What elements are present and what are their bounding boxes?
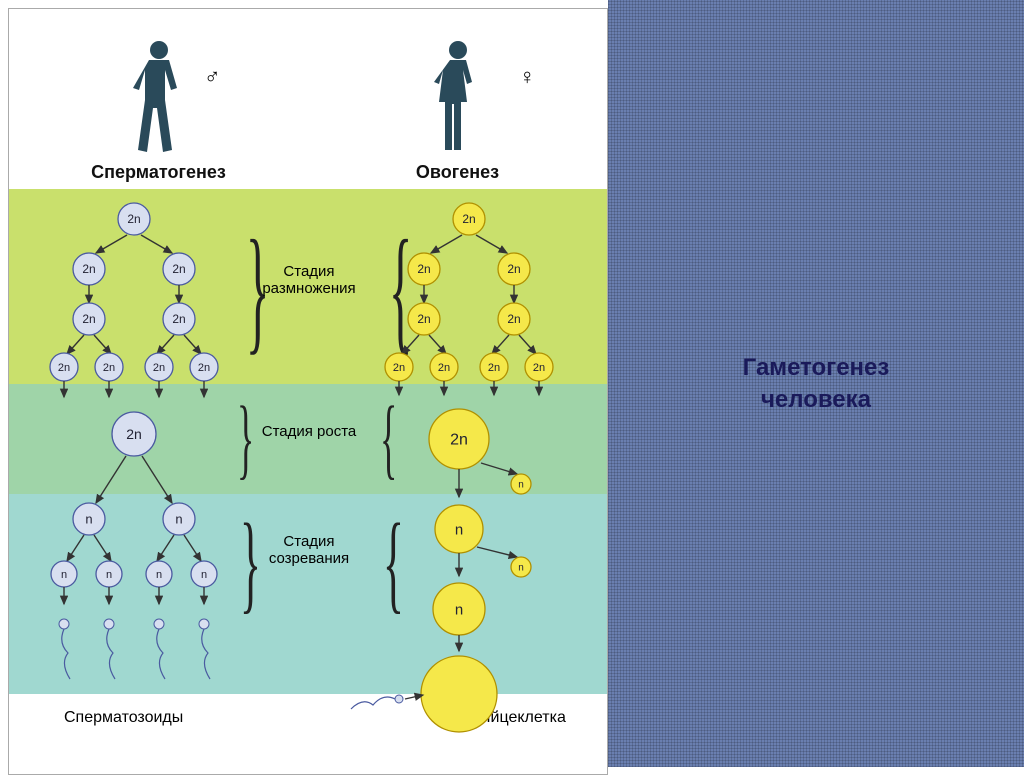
side-title-line2: человека xyxy=(761,386,871,413)
female-symbol: ♀ xyxy=(519,64,536,90)
male-column-title: Сперматогенез xyxy=(91,162,226,183)
male-column-header: ♂ Сперматогенез xyxy=(9,9,308,189)
gametogenesis-tree: 2n 2n 2n 2n 2n 2n 2n 2n 2n 2n n n n n n n 2n 2n 2n 2n 2n 2n 2n… xyxy=(9,189,609,749)
svg-text:2n: 2n xyxy=(488,362,500,374)
male-symbol: ♂ xyxy=(204,64,221,90)
svg-text:2n: 2n xyxy=(103,362,115,374)
svg-text:2n: 2n xyxy=(172,312,185,326)
female-figure-icon xyxy=(428,38,488,158)
svg-text:n: n xyxy=(106,569,112,581)
svg-text:2n: 2n xyxy=(198,362,210,374)
svg-text:n: n xyxy=(156,569,162,581)
svg-text:n: n xyxy=(455,521,463,538)
svg-text:n: n xyxy=(518,480,524,491)
svg-text:2n: 2n xyxy=(438,362,450,374)
svg-text:n: n xyxy=(455,601,463,618)
svg-text:n: n xyxy=(85,512,92,527)
svg-text:2n: 2n xyxy=(82,262,95,276)
header-row: ♂ Сперматогенез ♀ Овогенез xyxy=(9,9,607,189)
svg-text:2n: 2n xyxy=(126,426,142,442)
svg-text:n: n xyxy=(201,569,207,581)
svg-text:n: n xyxy=(518,563,524,574)
male-figure-icon xyxy=(129,38,189,158)
svg-text:2n: 2n xyxy=(127,212,140,226)
svg-text:2n: 2n xyxy=(450,432,468,449)
svg-text:2n: 2n xyxy=(172,262,185,276)
side-title: Гаметогенез человека xyxy=(743,352,890,414)
female-column-header: ♀ Овогенез xyxy=(308,9,607,189)
svg-text:2n: 2n xyxy=(417,312,430,326)
svg-text:n: n xyxy=(61,569,67,581)
svg-text:2n: 2n xyxy=(393,362,405,374)
svg-text:2n: 2n xyxy=(58,362,70,374)
svg-text:n: n xyxy=(175,512,182,527)
svg-text:2n: 2n xyxy=(82,312,95,326)
svg-text:2n: 2n xyxy=(533,362,545,374)
side-title-line1: Гаметогенез xyxy=(743,354,890,381)
svg-text:2n: 2n xyxy=(153,362,165,374)
svg-text:2n: 2n xyxy=(507,312,520,326)
side-panel: Гаметогенез человека xyxy=(608,0,1024,767)
female-column-title: Овогенез xyxy=(416,162,499,183)
svg-text:2n: 2n xyxy=(507,262,520,276)
diagram-panel: ♂ Сперматогенез ♀ Овогенез } { Стадия ра… xyxy=(8,8,608,775)
svg-text:2n: 2n xyxy=(417,262,430,276)
svg-text:2n: 2n xyxy=(462,212,475,226)
